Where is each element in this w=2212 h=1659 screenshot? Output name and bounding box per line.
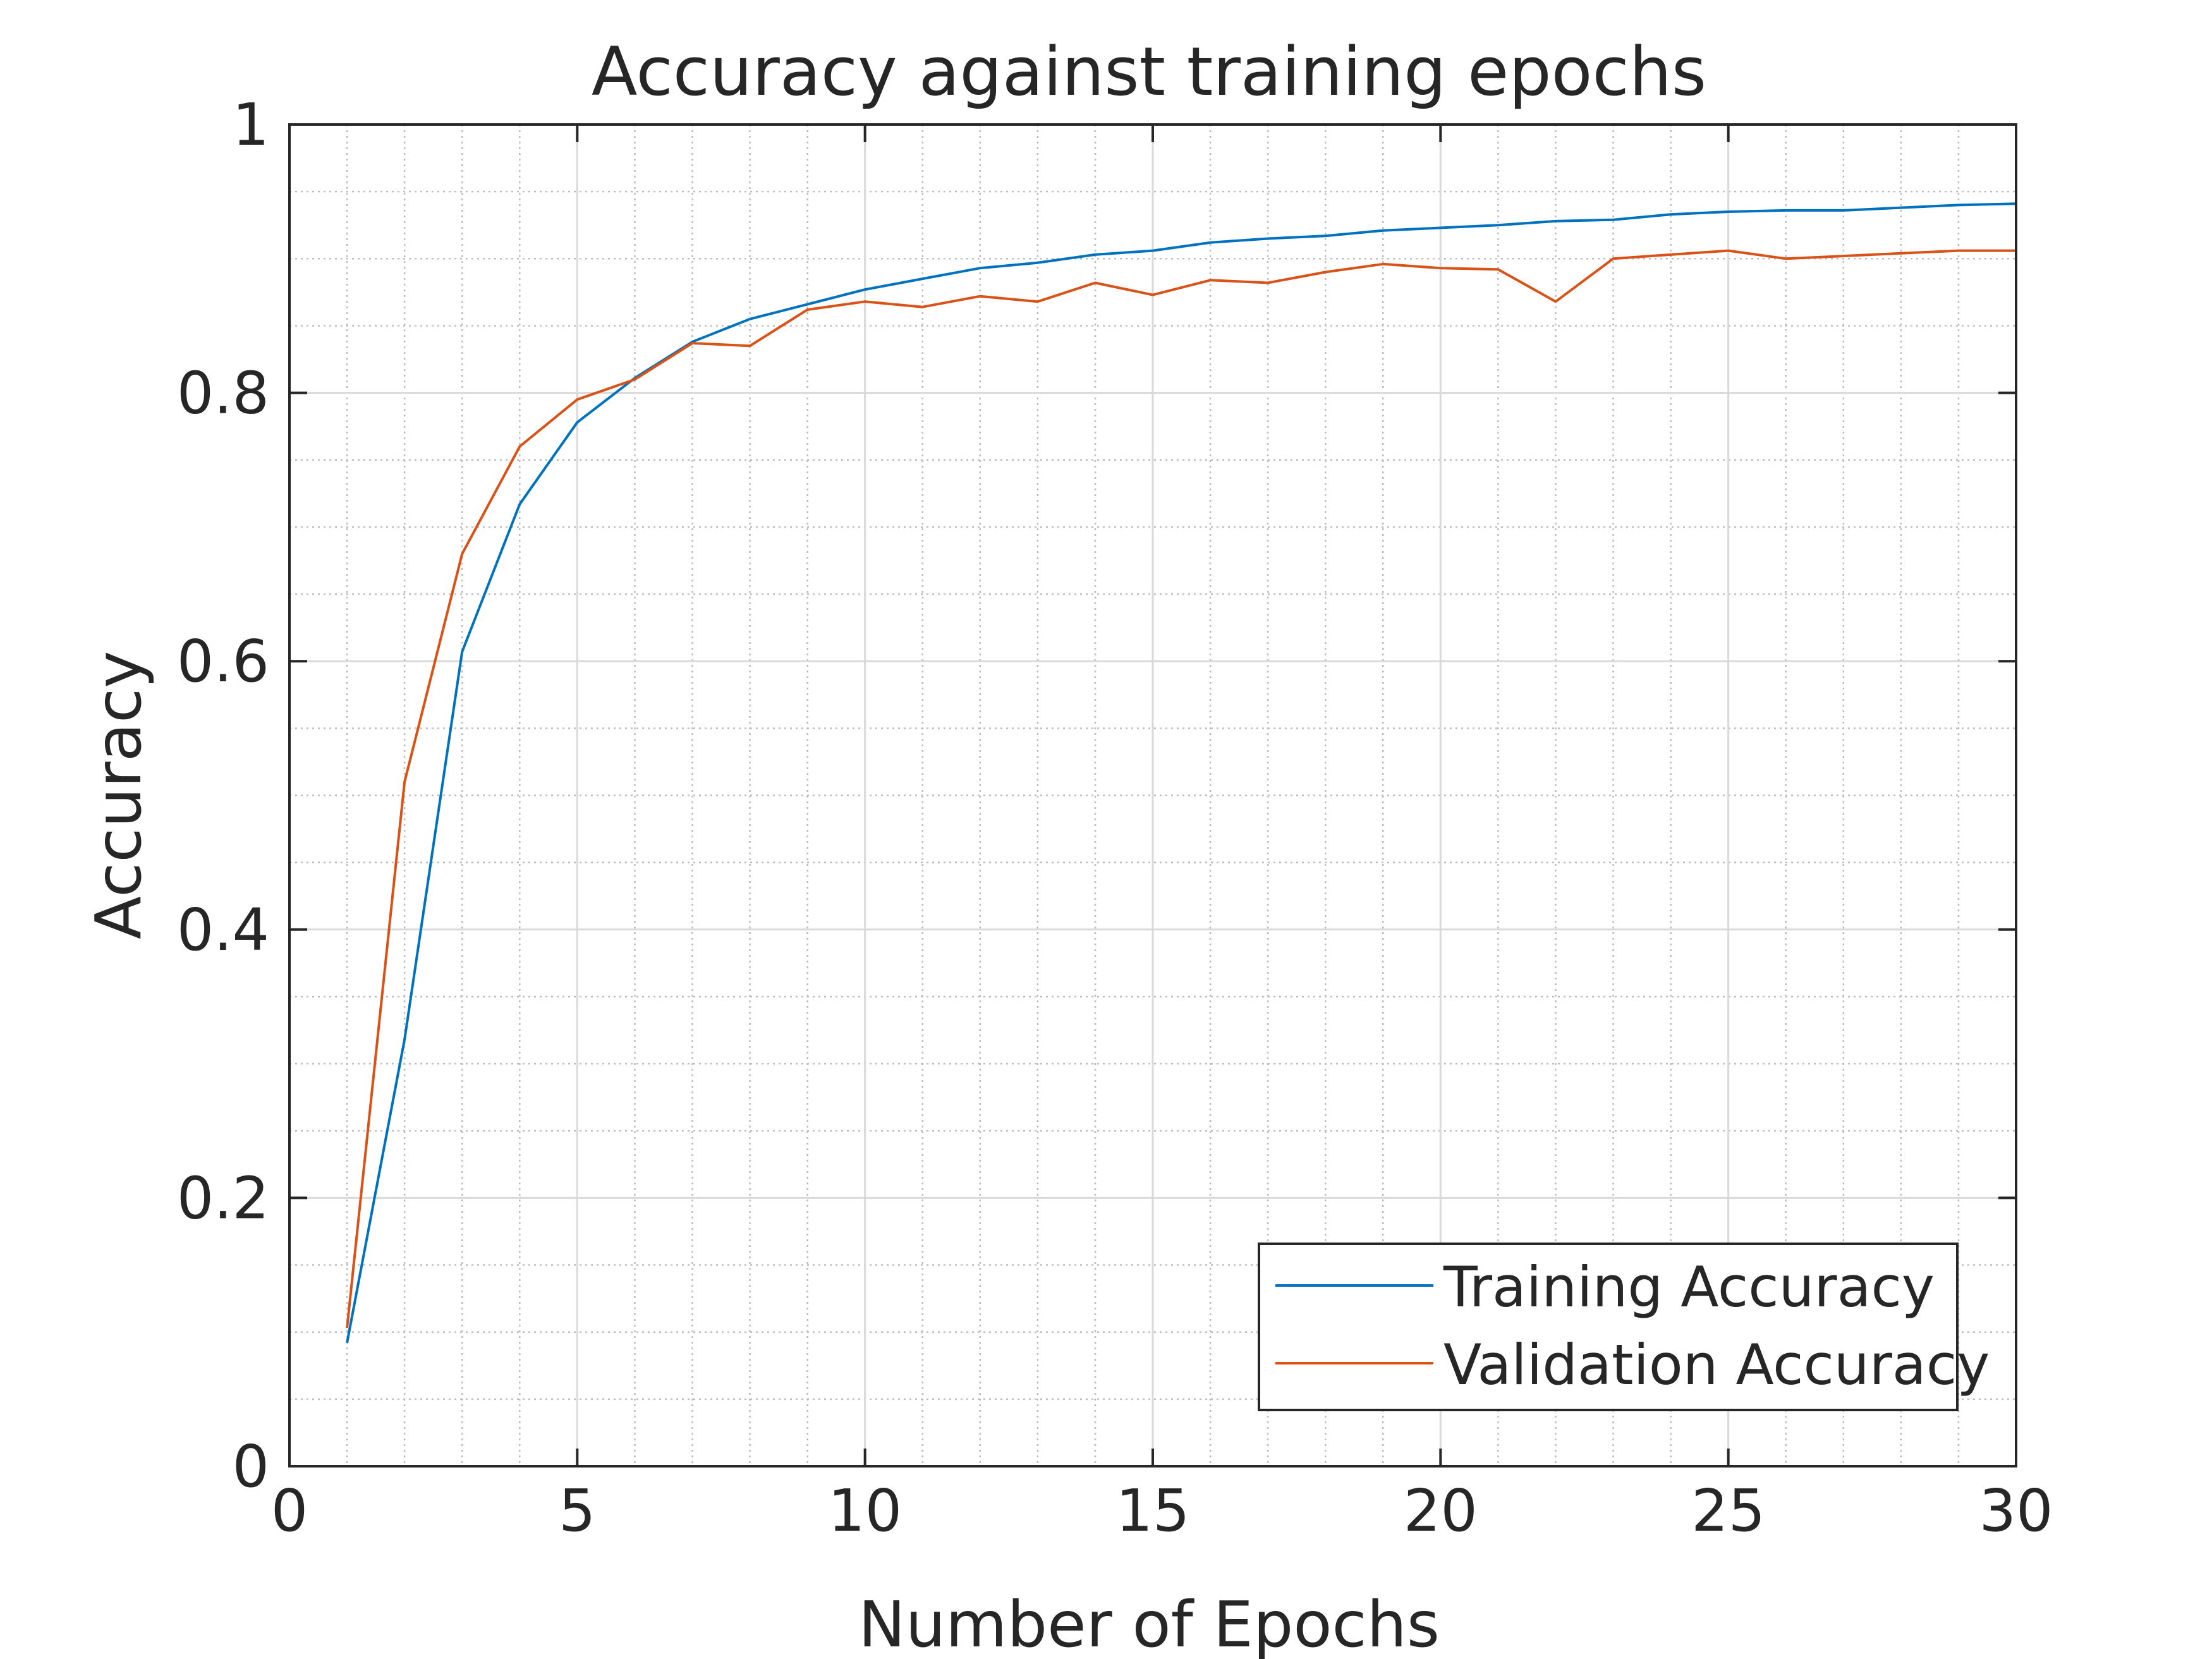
x-tick-label: 30 — [1979, 1477, 2053, 1545]
minor-grid — [289, 125, 2016, 1466]
x-tick-label: 10 — [828, 1477, 902, 1545]
legend: Training Accuracy Validation Accuracy — [1258, 1243, 1990, 1411]
x-tick-label: 15 — [1115, 1477, 1189, 1545]
x-tick-label: 25 — [1691, 1477, 1765, 1545]
x-axis-label: Number of Epochs — [858, 1588, 1440, 1659]
y-tick-label: 0.6 — [177, 628, 269, 695]
y-tick-label: 0 — [232, 1433, 269, 1500]
chart-title: Accuracy against training epochs — [592, 33, 1706, 111]
y-tick-label: 0.2 — [177, 1164, 269, 1232]
series-line-training-accuracy — [346, 202, 2017, 1344]
series-line-validation-accuracy — [346, 249, 2016, 1328]
series-layer — [346, 202, 2017, 1344]
y-tick-label: 1 — [232, 91, 269, 159]
legend-box — [1258, 1243, 1959, 1411]
major-grid — [289, 125, 2016, 1466]
x-tick-label: 5 — [559, 1477, 596, 1545]
legend-label-validation: Validation Accuracy — [1443, 1332, 1990, 1397]
x-tick-labels: 0 5 10 15 20 25 30 — [271, 1477, 2053, 1545]
x-tick-label: 20 — [1404, 1477, 1478, 1545]
y-tick-label: 0.8 — [177, 360, 269, 427]
y-tick-labels: 0 0.2 0.4 0.6 0.8 1 — [177, 91, 269, 1500]
x-tick-label: 0 — [271, 1477, 308, 1545]
axis-ticks — [288, 123, 2017, 1468]
y-axis-label: Accuracy — [82, 651, 155, 940]
y-tick-label: 0.4 — [177, 896, 269, 964]
legend-label-training: Training Accuracy — [1443, 1255, 1935, 1320]
